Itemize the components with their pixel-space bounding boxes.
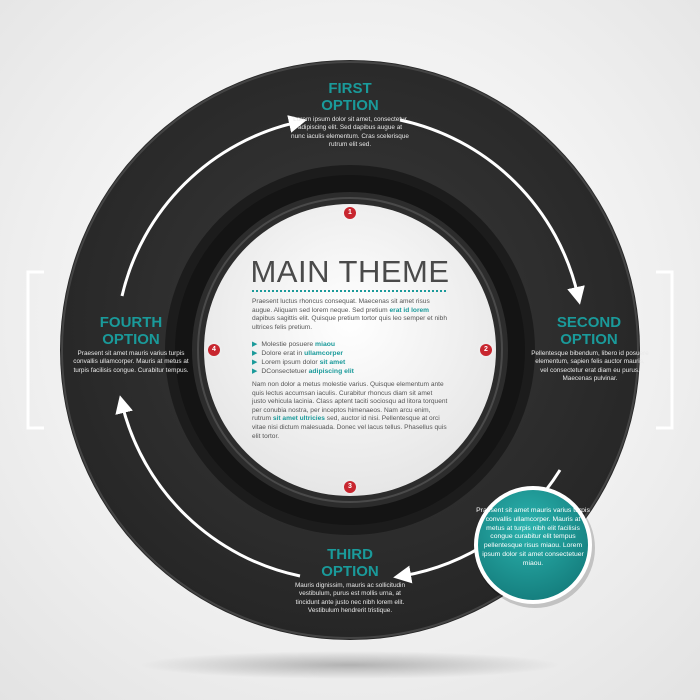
bullet-text: DConsectetuer <box>261 368 309 375</box>
main-para1-highlight: erat id lorem <box>389 306 430 314</box>
bullet-triangle-icon: ▶ <box>252 359 258 366</box>
bullet-text: Dolore erat in <box>261 350 305 357</box>
main-theme-paragraph-1: Praesent luctus rhoncus consequat. Maece… <box>252 298 448 332</box>
arrow-third-to-fourth <box>115 395 301 578</box>
main-para2-highlight: sit amet ultricies <box>272 415 325 423</box>
marker-2: 2 <box>480 344 492 356</box>
marker-3: 3 <box>344 481 356 493</box>
bullet-item: ▶ Molestie posuere miaou <box>252 340 448 349</box>
main-theme-title: MAIN THEME <box>250 254 450 289</box>
bullet-triangle-icon: ▶ <box>252 341 258 348</box>
bullet-highlight: miaou <box>315 341 336 348</box>
bullet-item: ▶ Dolore erat in ullamcorper <box>252 349 448 358</box>
floor-shadow <box>140 651 560 679</box>
first-option-title-line1: FIRST <box>328 80 372 97</box>
main-para1-text-a: Praesent luctus rhoncus consequat. Maece… <box>252 298 430 314</box>
second-option-title-line2: OPTION <box>560 331 618 348</box>
bullet-highlight: adipiscing elit <box>308 368 354 375</box>
fourth-option-body: Praesent sit amet mauris varius turpis c… <box>73 350 189 374</box>
callout-bubble <box>474 486 592 604</box>
first-option-title-line2: OPTION <box>321 97 379 114</box>
bullet-triangle-icon: ▶ <box>252 350 258 357</box>
bullet-item: ▶ Lorem ipsum dolor sit amet <box>252 358 448 367</box>
second-option-title-line1: SECOND <box>556 314 622 331</box>
left-bracket <box>26 270 44 430</box>
main-para2-text-b: sed, auctor id nisi. Pellentesque at orc… <box>252 415 447 440</box>
bullet-text: Molestie posuere <box>261 341 316 348</box>
third-option-title: THIRD OPTION <box>280 546 420 580</box>
fourth-option-title-line2: OPTION <box>102 331 160 348</box>
bullet-highlight: ullamcorper <box>304 350 343 357</box>
bullet-highlight: sit amet <box>319 359 346 366</box>
first-option-title: FIRST OPTION <box>280 80 420 114</box>
second-option-body: Pellentesque bibendum, libero id posuere… <box>531 350 649 382</box>
main-para2-text-a: Nam non dolor a metus molestie varius. Q… <box>252 381 448 423</box>
bullet-triangle-icon: ▶ <box>252 368 258 375</box>
third-option-title-line1: THIRD <box>327 546 373 563</box>
outer-ring-edge <box>61 61 639 639</box>
marker-1: 1 <box>344 207 356 219</box>
main-para1-text-b: dapibus sagittis elit. Quisque pretium t… <box>252 315 447 331</box>
second-option-title: SECOND OPTION <box>519 314 659 348</box>
right-bracket <box>656 270 674 430</box>
main-theme-paragraph-2: Nam non dolor a metus molestie varius. Q… <box>252 381 448 441</box>
inner-ring-highlight <box>197 197 503 503</box>
fourth-option-title: FOURTH OPTION <box>61 314 201 348</box>
arrow-fourth-to-first <box>120 115 307 297</box>
bullet-text: Lorem ipsum dolor <box>261 359 320 366</box>
first-option-body: Lorem ipsum dolor sit amet, consectetur … <box>291 116 409 148</box>
callout-text: Praesent sit amet mauris varius turpis c… <box>476 507 590 567</box>
arrow-first-to-second <box>399 118 585 305</box>
third-option-body: Mauris dignissim, mauris ac sollicitudin… <box>294 582 406 614</box>
main-theme-bullet-list: ▶ Molestie posuere miaou ▶ Dolore erat in … <box>252 340 448 376</box>
third-option-title-line2: OPTION <box>321 563 379 580</box>
marker-4: 4 <box>208 344 220 356</box>
fourth-option-title-line1: FOURTH <box>99 314 163 331</box>
bullet-item: ▶ DConsectetuer adipiscing elit <box>252 367 448 376</box>
main-theme-disc <box>204 204 496 496</box>
